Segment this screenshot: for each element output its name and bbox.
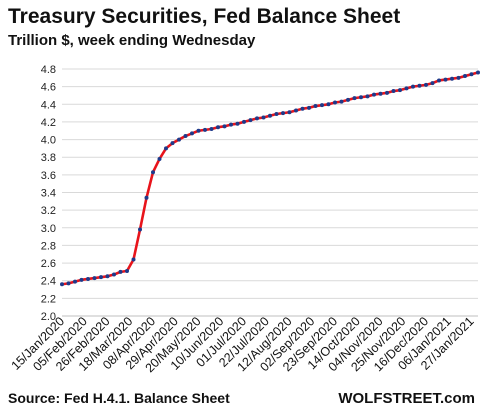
- y-tick-label: 3.8: [41, 152, 56, 164]
- data-point: [268, 113, 272, 118]
- data-point: [222, 124, 227, 129]
- data-point: [456, 75, 461, 80]
- data-point: [118, 269, 123, 274]
- data-point: [463, 74, 467, 79]
- data-point: [365, 94, 370, 99]
- data-point: [105, 274, 110, 279]
- data-point: [469, 72, 474, 77]
- x-axis-ticks: 15/Jan/202005/Feb/202026/Feb/202018/Mar/…: [9, 314, 477, 375]
- data-point: [86, 276, 90, 281]
- data-point: [313, 104, 318, 109]
- data-point: [248, 118, 253, 123]
- data-point: [151, 170, 155, 175]
- data-point: [255, 116, 259, 121]
- data-point: [307, 105, 311, 110]
- data-point: [216, 125, 220, 130]
- data-point: [125, 269, 129, 274]
- data-point: [170, 141, 175, 146]
- data-point: [144, 195, 149, 200]
- gridlines: [62, 68, 478, 317]
- y-tick-label: 4.8: [41, 64, 56, 76]
- data-point: [99, 275, 103, 280]
- data-point: [320, 103, 324, 108]
- data-point: [294, 108, 298, 113]
- y-tick-label: 3.2: [41, 205, 56, 217]
- data-point: [281, 111, 285, 116]
- data-point: [398, 88, 402, 93]
- data-point: [352, 96, 357, 101]
- source-note: Source: Fed H.4.1. Balance Sheet: [8, 390, 230, 406]
- data-point: [164, 146, 168, 151]
- data-point: [138, 227, 142, 232]
- data-point: [203, 127, 207, 132]
- data-point: [333, 100, 337, 105]
- y-tick-label: 4.2: [41, 117, 56, 129]
- y-tick-label: 2.0: [41, 311, 56, 323]
- brand-label: WOLFSTREET.com: [338, 390, 475, 407]
- y-tick-label: 2.8: [41, 240, 56, 252]
- data-point: [209, 126, 214, 131]
- data-point: [112, 272, 116, 277]
- data-point: [177, 137, 181, 142]
- data-point: [131, 257, 136, 262]
- data-point: [378, 91, 383, 96]
- y-tick-label: 2.6: [41, 258, 56, 270]
- data-point: [79, 277, 84, 282]
- data-point: [326, 102, 331, 107]
- data-point: [261, 115, 266, 120]
- data-point: [242, 119, 246, 124]
- y-tick-label: 4.6: [41, 82, 56, 94]
- data-point: [229, 122, 233, 127]
- y-tick-label: 3.6: [41, 170, 56, 182]
- data-point: [66, 281, 71, 286]
- data-point: [274, 111, 279, 116]
- data-point: [437, 78, 441, 83]
- y-tick-label: 2.4: [41, 276, 56, 288]
- y-tick-label: 3.4: [41, 188, 56, 200]
- data-point: [287, 110, 292, 115]
- data-point: [235, 121, 240, 126]
- data-point: [300, 106, 305, 111]
- data-point: [411, 84, 415, 89]
- data-point: [391, 89, 396, 94]
- data-point: [339, 99, 344, 104]
- data-point: [157, 156, 162, 161]
- y-tick-label: 2.2: [41, 293, 56, 305]
- y-axis-ticks: 2.0 2.2 2.4 2.6 2.8 3.0 3.2 3.4 3.6 3.8 4.0 4.2 4.4 4…: [41, 64, 56, 323]
- data-point: [417, 83, 422, 88]
- data-point: [60, 282, 64, 287]
- data-point: [385, 90, 389, 95]
- data-point: [450, 76, 454, 81]
- data-point: [359, 95, 363, 100]
- data-point: [196, 128, 201, 133]
- chart-subtitle: Trillion $, week ending Wednesday: [8, 32, 256, 49]
- y-tick-label: 4.0: [41, 135, 56, 147]
- data-point: [183, 134, 188, 139]
- data-point: [73, 279, 77, 284]
- data-point: [372, 92, 376, 97]
- data-point: [190, 131, 194, 136]
- data-point: [346, 97, 350, 102]
- data-point: [92, 276, 97, 281]
- y-tick-label: 4.4: [41, 99, 56, 111]
- data-point: [424, 82, 428, 87]
- chart-title: Treasury Securities, Fed Balance Sheet: [8, 5, 401, 28]
- data-point: [443, 77, 448, 82]
- data-point: [476, 70, 480, 75]
- data-point: [404, 86, 409, 91]
- y-tick-label: 3.0: [41, 223, 56, 235]
- data-point: [430, 81, 435, 86]
- series-markers: [60, 70, 480, 287]
